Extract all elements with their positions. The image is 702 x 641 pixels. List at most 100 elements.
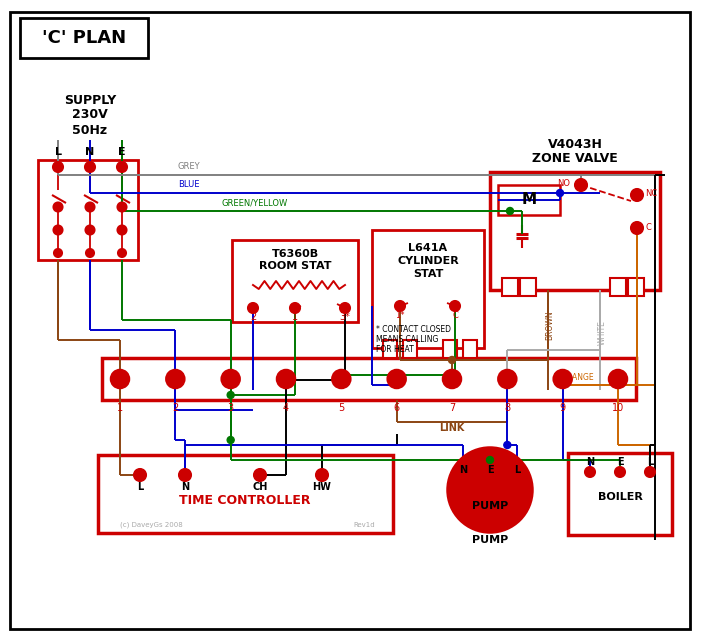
Text: WHITE: WHITE [597,320,607,345]
Circle shape [54,249,62,257]
Circle shape [316,469,328,481]
Circle shape [609,370,627,388]
Text: 1*: 1* [395,310,405,319]
Bar [403,340,417,358]
Text: (c) DaveyGs 2008: (c) DaveyGs 2008 [120,522,183,528]
Circle shape [498,370,517,388]
Text: NC: NC [645,190,657,199]
Bar [232,240,358,322]
Text: BLUE: BLUE [178,180,199,189]
Text: L: L [647,457,653,467]
Text: 3: 3 [227,403,234,413]
Text: STAT: STAT [413,269,443,279]
Text: CH: CH [252,482,267,492]
Text: 8: 8 [504,403,510,413]
Circle shape [450,301,460,311]
Text: 1: 1 [117,403,123,413]
Text: 2: 2 [250,312,256,322]
Text: N: N [86,147,95,157]
Text: 5: 5 [338,403,345,413]
Text: * CONTACT CLOSED: * CONTACT CLOSED [376,326,451,335]
Circle shape [504,442,511,449]
Text: N: N [181,482,189,492]
Text: 10: 10 [612,403,624,413]
Text: 9: 9 [559,403,566,413]
Circle shape [485,475,495,485]
Text: 'C' PLAN: 'C' PLAN [42,29,126,47]
Bar [443,340,457,358]
Text: PUMP: PUMP [472,535,508,545]
Circle shape [443,370,461,388]
Circle shape [631,222,643,234]
Bar [38,160,138,260]
Text: N: N [586,457,594,467]
Text: ROOM STAT: ROOM STAT [259,261,331,271]
Text: E: E [486,465,494,475]
Text: 4: 4 [283,403,289,413]
Circle shape [166,370,185,388]
Text: 3*: 3* [340,312,350,322]
Circle shape [85,162,95,172]
Bar [20,18,148,58]
Text: E: E [616,457,623,467]
Circle shape [645,467,655,477]
Text: GREEN/YELLOW: GREEN/YELLOW [222,198,289,207]
Circle shape [111,370,129,388]
Text: T6360B: T6360B [272,249,319,259]
Circle shape [458,475,468,485]
Text: PUMP: PUMP [472,501,508,511]
Text: MEANS CALLING: MEANS CALLING [376,335,438,344]
Text: LINK: LINK [439,423,465,433]
Text: NO: NO [557,179,570,188]
Text: GREY: GREY [178,162,201,171]
Bar [498,185,560,215]
Circle shape [53,162,63,172]
Bar [502,278,518,296]
Bar [628,278,644,296]
Text: HW: HW [312,482,331,492]
Circle shape [395,301,405,311]
Bar [98,455,393,533]
Text: C: C [452,310,458,319]
Circle shape [507,208,513,215]
Text: 6: 6 [394,403,399,413]
Circle shape [134,469,146,481]
Circle shape [248,303,258,313]
Circle shape [290,303,300,313]
Bar [383,340,397,358]
Circle shape [179,469,191,481]
Text: ORANGE: ORANGE [562,373,595,382]
Circle shape [449,356,456,363]
Bar [610,278,626,296]
Circle shape [340,303,350,313]
Circle shape [86,226,95,235]
Circle shape [222,370,239,388]
Bar [520,278,536,296]
Bar [490,172,660,290]
Text: L: L [137,482,143,492]
Text: FOR HEAT: FOR HEAT [376,345,413,354]
Text: E: E [118,147,126,157]
Text: N: N [459,465,467,475]
Circle shape [117,203,126,212]
Text: SUPPLY: SUPPLY [64,94,116,106]
Text: C: C [645,224,651,233]
Bar [102,358,636,400]
Circle shape [486,456,494,463]
Circle shape [512,475,522,485]
Text: L641A: L641A [409,243,448,253]
Circle shape [227,392,234,399]
Text: 1: 1 [292,312,298,322]
Circle shape [86,249,94,257]
Circle shape [117,226,126,235]
Text: BOILER: BOILER [597,492,642,502]
Text: 50Hz: 50Hz [72,124,107,137]
Text: TIME CONTROLLER: TIME CONTROLLER [179,494,311,506]
Circle shape [227,437,234,444]
Circle shape [388,370,406,388]
Text: L: L [514,465,520,475]
Text: L: L [55,147,62,157]
Circle shape [585,467,595,477]
Bar [455,468,471,480]
Text: Rev1d: Rev1d [353,522,375,528]
